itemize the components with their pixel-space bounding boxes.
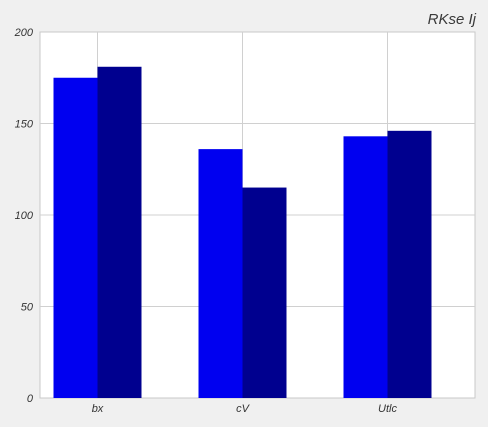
x-tick-labels: bx cV Utlc <box>92 403 398 415</box>
bar <box>242 187 287 398</box>
y-tick-label: 100 <box>15 210 34 222</box>
bar <box>198 149 243 398</box>
y-tick-labels: 0 50 100 150 200 <box>14 27 34 405</box>
bar <box>387 130 432 398</box>
x-tick-label: bx <box>92 403 104 415</box>
y-tick-label: 200 <box>14 27 34 39</box>
chart-title: RKse Ij <box>428 11 477 28</box>
bars <box>53 66 432 399</box>
x-tick-label: cV <box>236 403 251 415</box>
y-tick-label: 50 <box>21 302 34 314</box>
y-tick-label: 150 <box>15 119 34 131</box>
x-tick-label: Utlc <box>378 403 397 415</box>
bar <box>53 77 98 398</box>
bar <box>97 66 142 399</box>
y-tick-label: 0 <box>27 393 34 405</box>
bar <box>343 136 388 398</box>
